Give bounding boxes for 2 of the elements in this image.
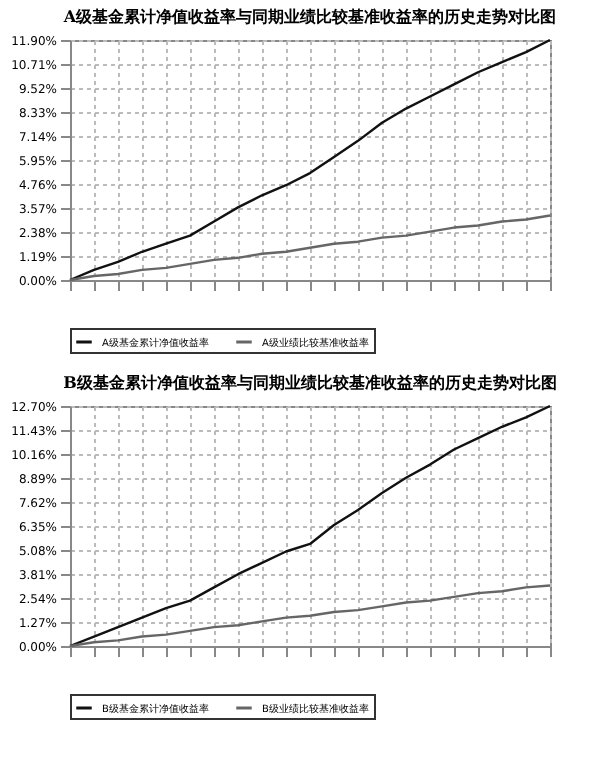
chart-title: A级基金累计净值收益率与同期业绩比较基准收益率的历史走势对比图 bbox=[61, 6, 557, 26]
chart-title: B级基金累计净值收益率与同期业绩比较基准收益率的历史走势对比图 bbox=[63, 372, 557, 392]
